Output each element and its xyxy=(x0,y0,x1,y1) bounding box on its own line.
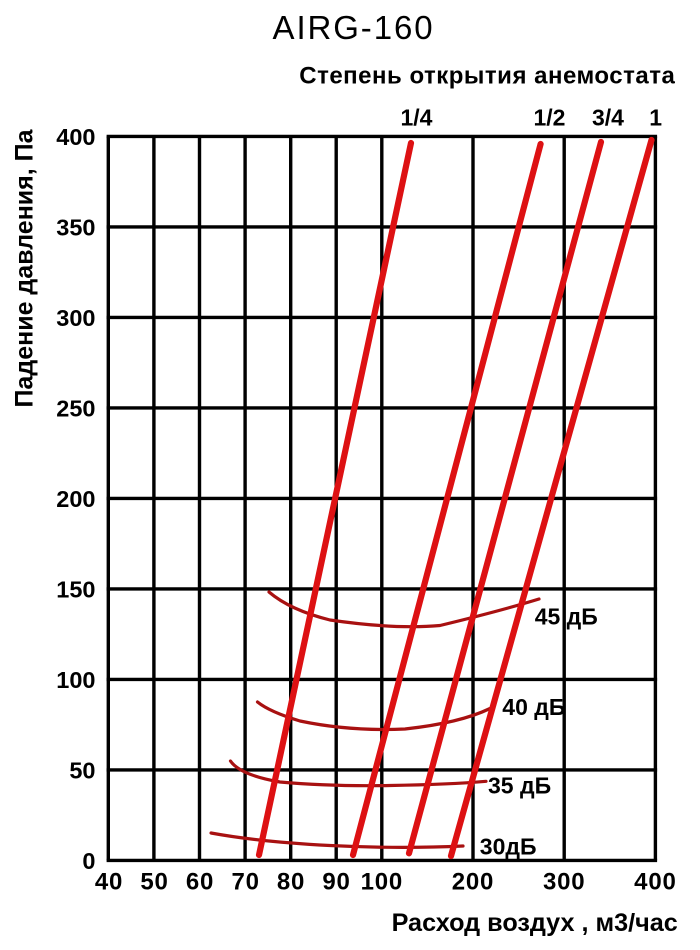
svg-text:35 дБ: 35 дБ xyxy=(488,772,551,798)
svg-text:250: 250 xyxy=(56,395,95,421)
svg-text:50: 50 xyxy=(69,757,95,783)
svg-text:3/4: 3/4 xyxy=(592,105,624,131)
svg-text:Расход воздух , м3/час: Расход воздух , м3/час xyxy=(392,909,678,937)
svg-text:40 дБ: 40 дБ xyxy=(502,694,565,720)
svg-text:400: 400 xyxy=(56,124,95,150)
svg-text:40: 40 xyxy=(95,869,123,896)
svg-text:Степень открытия анемостата: Степень открытия анемостата xyxy=(299,63,675,90)
svg-text:80: 80 xyxy=(277,869,305,896)
svg-text:1: 1 xyxy=(649,105,662,131)
svg-text:AIRG-160: AIRG-160 xyxy=(273,9,435,46)
svg-text:70: 70 xyxy=(231,869,259,896)
svg-text:1/4: 1/4 xyxy=(401,105,433,131)
svg-text:300: 300 xyxy=(56,305,95,331)
svg-text:0: 0 xyxy=(82,848,95,874)
svg-text:50: 50 xyxy=(140,869,168,896)
svg-text:100: 100 xyxy=(361,869,403,896)
svg-text:200: 200 xyxy=(452,869,494,896)
svg-text:60: 60 xyxy=(186,869,214,896)
svg-text:90: 90 xyxy=(322,869,350,896)
svg-text:Падение давления, Па: Падение давления, Па xyxy=(11,128,39,407)
svg-text:30дБ: 30дБ xyxy=(480,834,537,860)
svg-text:300: 300 xyxy=(543,869,585,896)
svg-text:45 дБ: 45 дБ xyxy=(535,604,598,630)
svg-text:150: 150 xyxy=(56,576,95,602)
svg-text:100: 100 xyxy=(56,667,95,693)
svg-text:200: 200 xyxy=(56,486,95,512)
svg-text:350: 350 xyxy=(56,214,95,240)
svg-text:1/2: 1/2 xyxy=(534,105,566,131)
svg-text:400: 400 xyxy=(634,869,676,896)
